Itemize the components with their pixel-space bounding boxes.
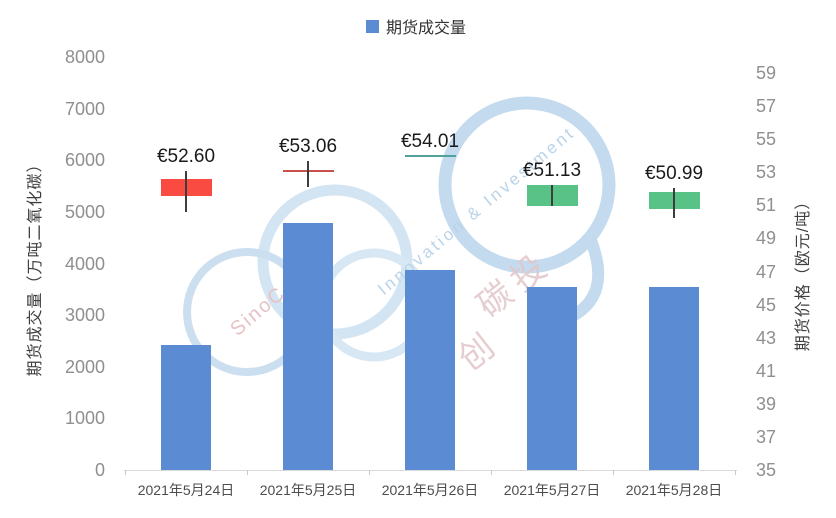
price-label: €51.13 xyxy=(522,159,582,181)
right-axis-tick-label: 37 xyxy=(756,426,777,447)
right-axis-tick-label: 59 xyxy=(756,63,777,83)
left-axis-tick-label: 8000 xyxy=(64,47,105,67)
price-candle-wick xyxy=(307,161,309,188)
x-axis-tick xyxy=(613,470,614,475)
x-axis-tick xyxy=(491,470,492,475)
volume-bar xyxy=(649,287,699,470)
left-axis-tick-label: 5000 xyxy=(64,201,105,222)
x-axis-label: 2021年5月27日 xyxy=(503,482,601,498)
watermark-text-sino: SinoC xyxy=(226,282,290,340)
volume-bar xyxy=(283,223,333,470)
price-label: €50.99 xyxy=(644,162,704,184)
left-axis-tick-label: 2000 xyxy=(64,356,105,377)
price-label: €52.60 xyxy=(156,146,216,168)
right-axis-tick-label: 35 xyxy=(756,460,777,480)
right-axis-tick-label: 45 xyxy=(756,294,777,315)
legend-swatch-volume xyxy=(366,19,379,33)
x-axis-label: 2021年5月24日 xyxy=(137,482,235,498)
right-axis-tick-label: 47 xyxy=(756,261,777,282)
right-axis-tick-label: 39 xyxy=(756,393,777,414)
price-candle-openclose-line xyxy=(404,154,456,157)
volume-bar xyxy=(161,344,211,470)
x-axis-label: 2021年5月25日 xyxy=(259,482,357,498)
volume-bar xyxy=(405,269,455,470)
legend: 期货成交量 xyxy=(366,14,466,38)
left-axis-tick-label: 4000 xyxy=(64,253,105,274)
x-axis-tick xyxy=(735,470,736,475)
right-axis-tick-label: 49 xyxy=(756,228,777,249)
right-axis-tick-label: 53 xyxy=(756,162,777,183)
right-axis-tick-label: 57 xyxy=(756,96,777,117)
right-axis-tick-label: 51 xyxy=(756,195,777,216)
price-candle-wick xyxy=(185,171,187,212)
x-axis-tick xyxy=(369,470,370,475)
left-axis-tick-label: 7000 xyxy=(64,98,105,119)
right-axis-tick-label: 41 xyxy=(756,360,777,381)
x-axis-tick xyxy=(247,470,248,475)
price-candle-wick xyxy=(551,184,553,207)
right-axis-tick-label: 43 xyxy=(756,327,777,348)
price-label: €53.06 xyxy=(278,136,338,158)
price-candle-wick xyxy=(673,187,675,218)
x-axis-tick xyxy=(125,470,126,475)
x-axis-label: 2021年5月28日 xyxy=(625,482,723,498)
left-axis-tick-label: 6000 xyxy=(64,150,105,171)
volume-bar xyxy=(527,287,577,470)
left-axis-tick-label: 0 xyxy=(94,460,105,480)
price-label: €54.01 xyxy=(400,130,460,152)
left-axis-tick-label: 1000 xyxy=(64,408,105,429)
right-axis-tick-label: 55 xyxy=(756,129,777,150)
x-axis-line xyxy=(124,470,737,471)
x-axis-label: 2021年5月26日 xyxy=(381,482,479,498)
legend-label-volume: 期货成交量 xyxy=(386,20,467,37)
left-axis-tick-label: 3000 xyxy=(64,305,105,326)
